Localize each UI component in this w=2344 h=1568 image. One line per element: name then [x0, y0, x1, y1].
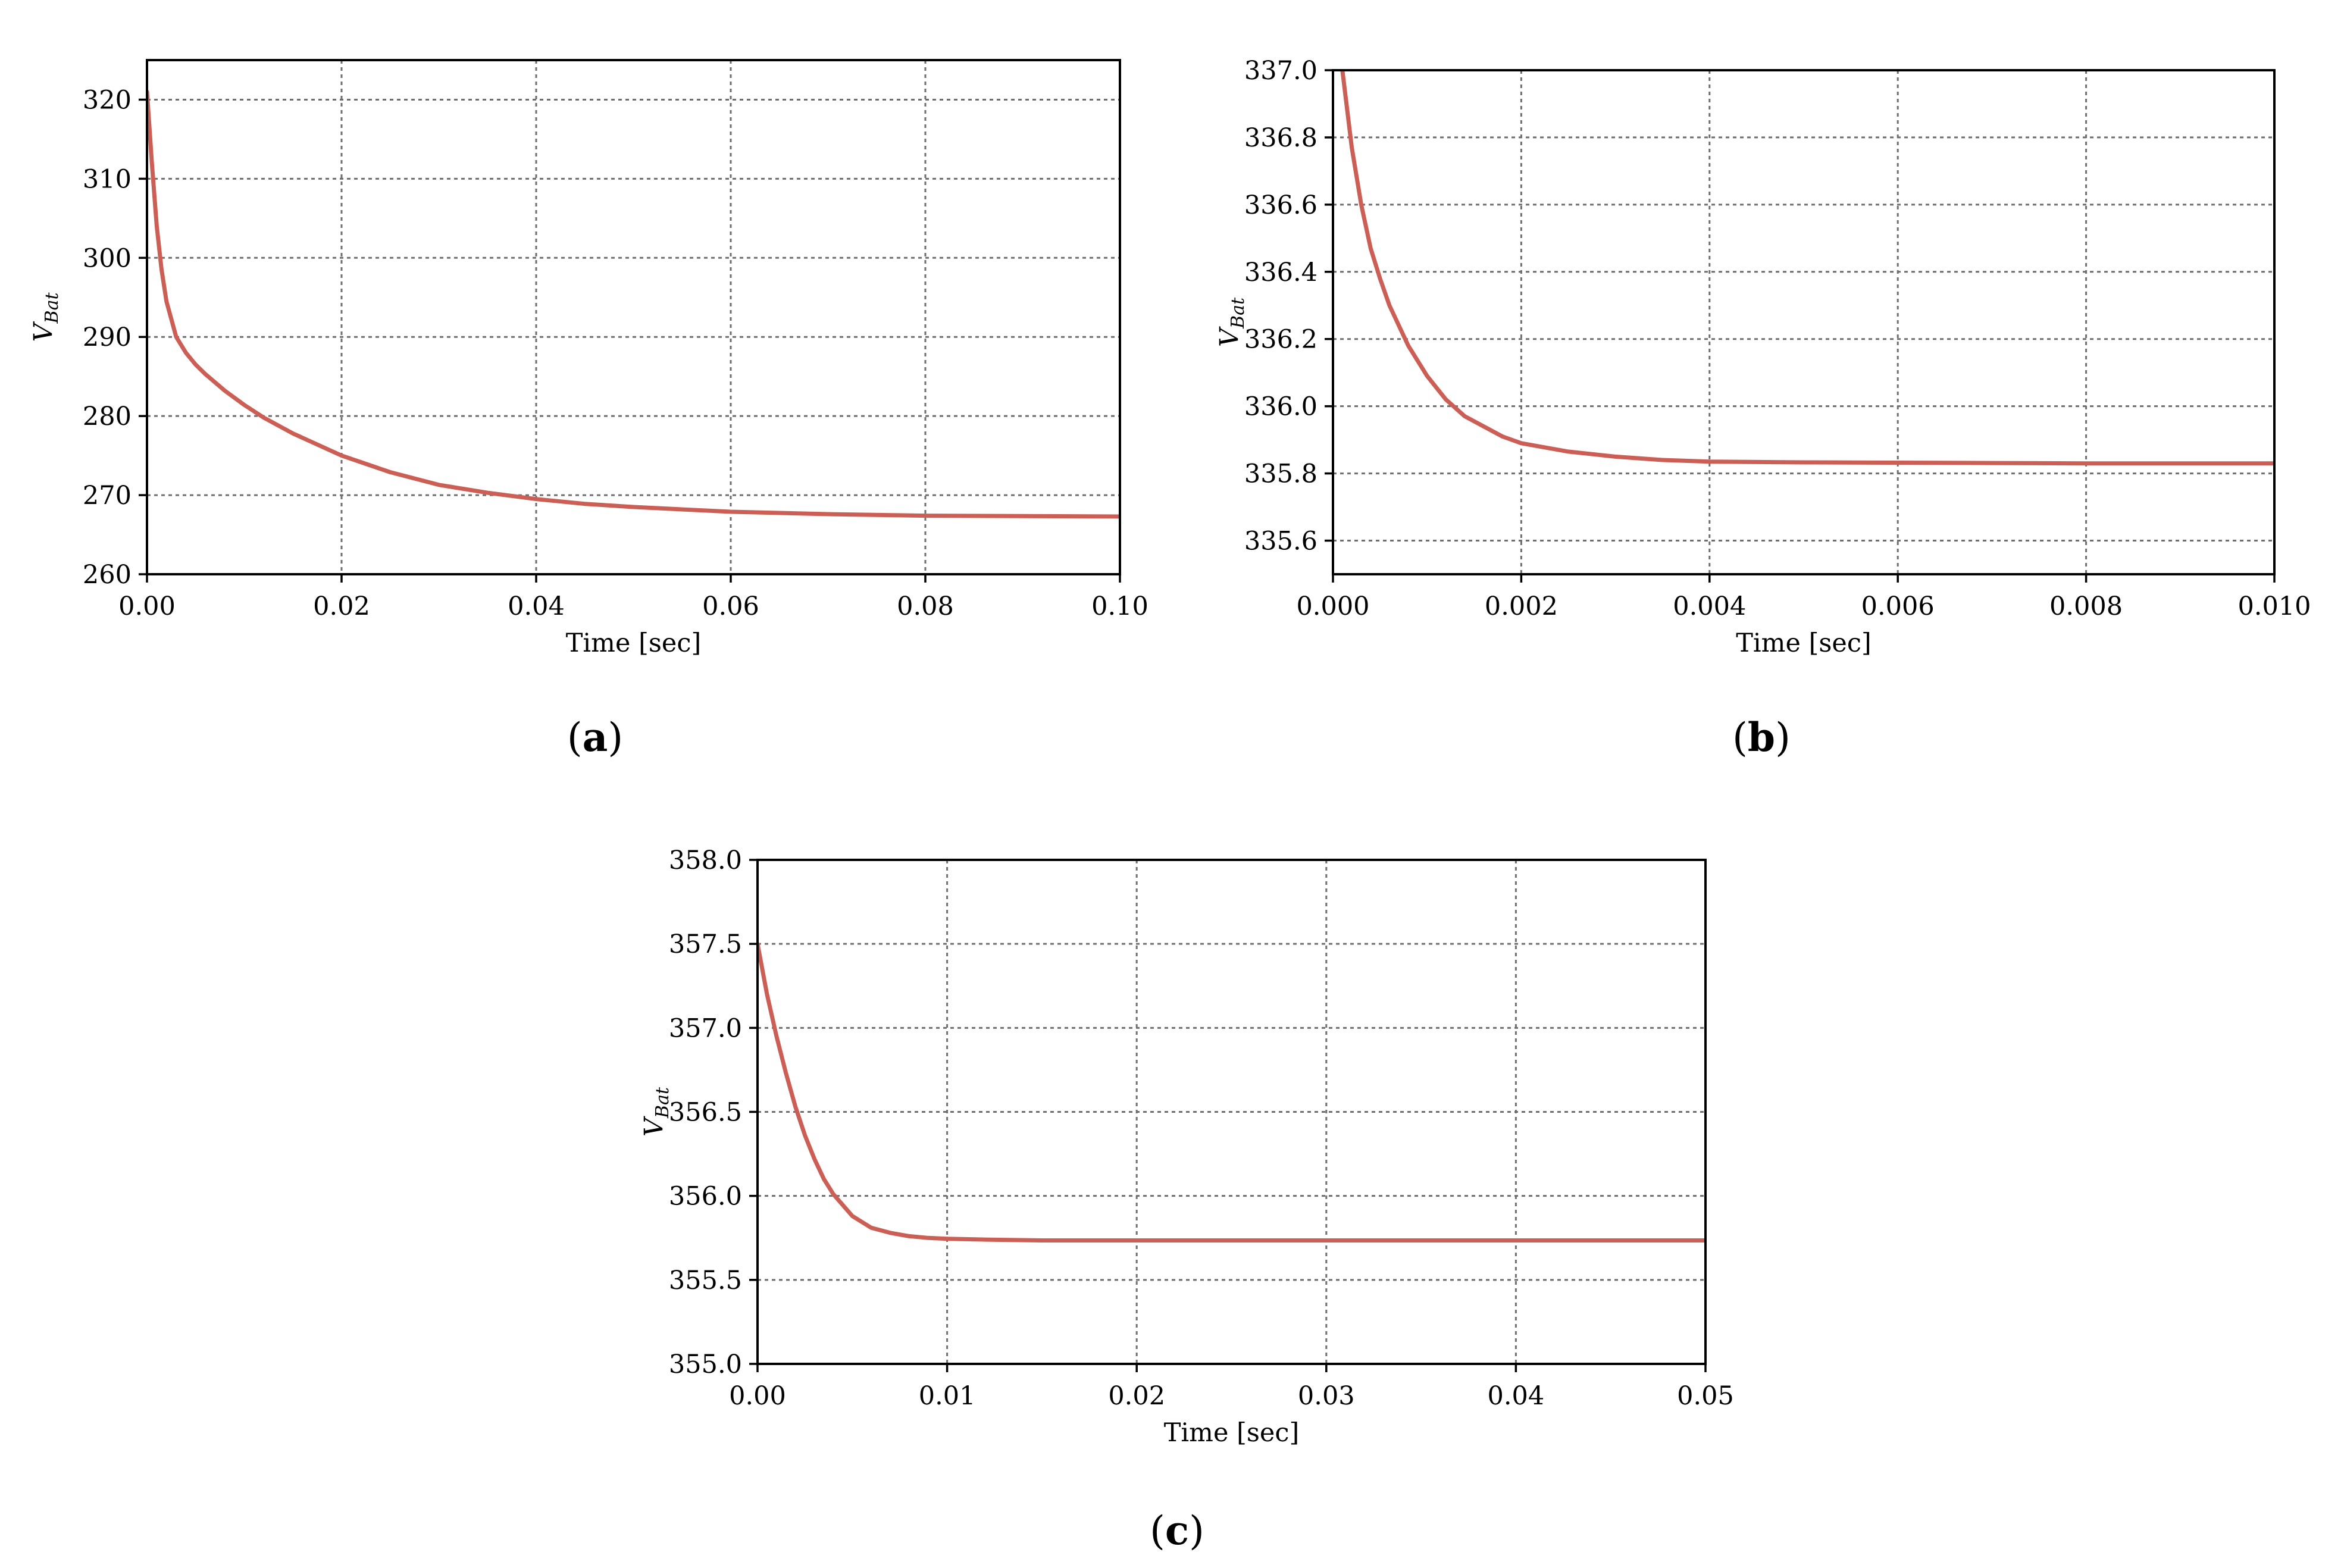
y-axis-label-subscript: Bat [42, 292, 62, 324]
x-tick-label: 0.002 [1485, 591, 1558, 621]
series-line [758, 941, 1705, 1242]
x-axis-label: Time [sec] [1736, 628, 1871, 658]
y-tick-label: 320 [83, 85, 132, 115]
grid-lines [147, 60, 1120, 574]
panel-label-letter: c [1165, 1507, 1189, 1554]
y-tick-label: 335.6 [1244, 527, 1317, 556]
x-tick-label: 0.04 [1488, 1381, 1545, 1411]
chart-panel-c: 0.00 0.01 0.02 0.03 0.04 0.05 355.0 355.5 356.0 3… [639, 846, 1734, 1554]
y-axis-label-subscript: Bat [1228, 297, 1248, 329]
y-axis-label: VBat [29, 292, 62, 342]
y-axis-label-subscript: Bat [652, 1087, 673, 1119]
series-layer [1340, 70, 2274, 466]
x-tick-label: 0.010 [2237, 591, 2311, 621]
x-tick-label: 0.006 [1861, 591, 1935, 621]
x-tick-label: 0.02 [313, 591, 370, 621]
panel-label: (b) [1732, 714, 1791, 760]
y-tick-label: 300 [83, 243, 132, 273]
y-tick-label: 336.8 [1244, 123, 1317, 153]
y-tick-label: 336.2 [1244, 325, 1317, 355]
y-tick-label: 260 [83, 560, 132, 590]
y-tick-label: 355.0 [669, 1350, 742, 1379]
panel-label: (c) [1150, 1507, 1204, 1554]
tick-layer: 0.00 0.02 0.04 0.06 0.08 0.10 260 270 280 290 300 3… [83, 85, 1148, 621]
x-tick-label: 0.004 [1673, 591, 1746, 621]
y-tick-label: 310 [83, 164, 132, 194]
y-tick-label: 336.0 [1244, 392, 1317, 422]
y-tick-label: 270 [83, 481, 132, 511]
grid-lines [758, 860, 1705, 1364]
x-tick-label: 0.000 [1296, 591, 1369, 621]
y-tick-label: 335.8 [1244, 459, 1317, 489]
y-tick-label: 356.0 [669, 1182, 742, 1212]
y-tick-label: 357.0 [669, 1013, 742, 1043]
x-tick-label: 0.08 [897, 591, 954, 621]
tick-layer: 0.00 0.01 0.02 0.03 0.04 0.05 355.0 355.5 356.0 3… [669, 846, 1734, 1411]
y-axis-label-main: V [639, 1116, 669, 1137]
y-tick-label: 336.4 [1244, 258, 1317, 287]
y-axis-label: VBat [1215, 297, 1248, 347]
x-tick-label: 0.008 [2049, 591, 2123, 621]
y-tick-label: 336.6 [1244, 190, 1317, 220]
x-tick-label: 0.03 [1298, 1381, 1355, 1411]
x-axis-label: Time [sec] [1164, 1418, 1299, 1448]
plot-frame [1332, 69, 2276, 575]
y-tick-label: 356.5 [669, 1098, 742, 1128]
y-tick-label: 355.5 [669, 1266, 742, 1295]
panel-label-letter: b [1748, 714, 1775, 760]
series-line [147, 89, 1120, 519]
y-tick-label: 337.0 [1244, 56, 1317, 86]
y-axis-label-main: V [29, 321, 58, 342]
panel-label: (a) [567, 714, 623, 760]
chart-panel-a: 0.00 0.02 0.04 0.06 0.08 0.10 260 270 280 290 300 3… [29, 59, 1148, 760]
grid-lines [1333, 70, 2274, 574]
x-tick-label: 0.02 [1108, 1381, 1165, 1411]
x-tick-label: 0.00 [729, 1381, 786, 1411]
x-tick-label: 0.05 [1677, 1381, 1734, 1411]
tick-layer: 0.000 0.002 0.004 0.006 0.008 0.010 335.6 335.8… [1244, 56, 2311, 621]
x-tick-label: 0.00 [118, 591, 176, 621]
series-layer [147, 89, 1120, 519]
chart-panel-b: 0.000 0.002 0.004 0.006 0.008 0.010 335.6 335.8… [1215, 56, 2311, 760]
series-line [1340, 70, 2274, 466]
y-tick-label: 290 [83, 323, 132, 352]
x-tick-label: 0.06 [702, 591, 759, 621]
y-tick-label: 280 [83, 402, 132, 431]
y-tick-label: 357.5 [669, 929, 742, 959]
series-layer [758, 941, 1705, 1242]
y-tick-label: 358.0 [669, 846, 742, 875]
x-tick-label: 0.01 [919, 1381, 976, 1411]
x-tick-label: 0.04 [508, 591, 565, 621]
plot-frame [146, 59, 1121, 575]
x-axis-label: Time [sec] [566, 628, 701, 658]
y-axis-label-main: V [1215, 326, 1244, 347]
panel-label-letter: a [583, 714, 608, 760]
y-axis-label: VBat [639, 1087, 673, 1137]
x-tick-label: 0.10 [1091, 591, 1148, 621]
